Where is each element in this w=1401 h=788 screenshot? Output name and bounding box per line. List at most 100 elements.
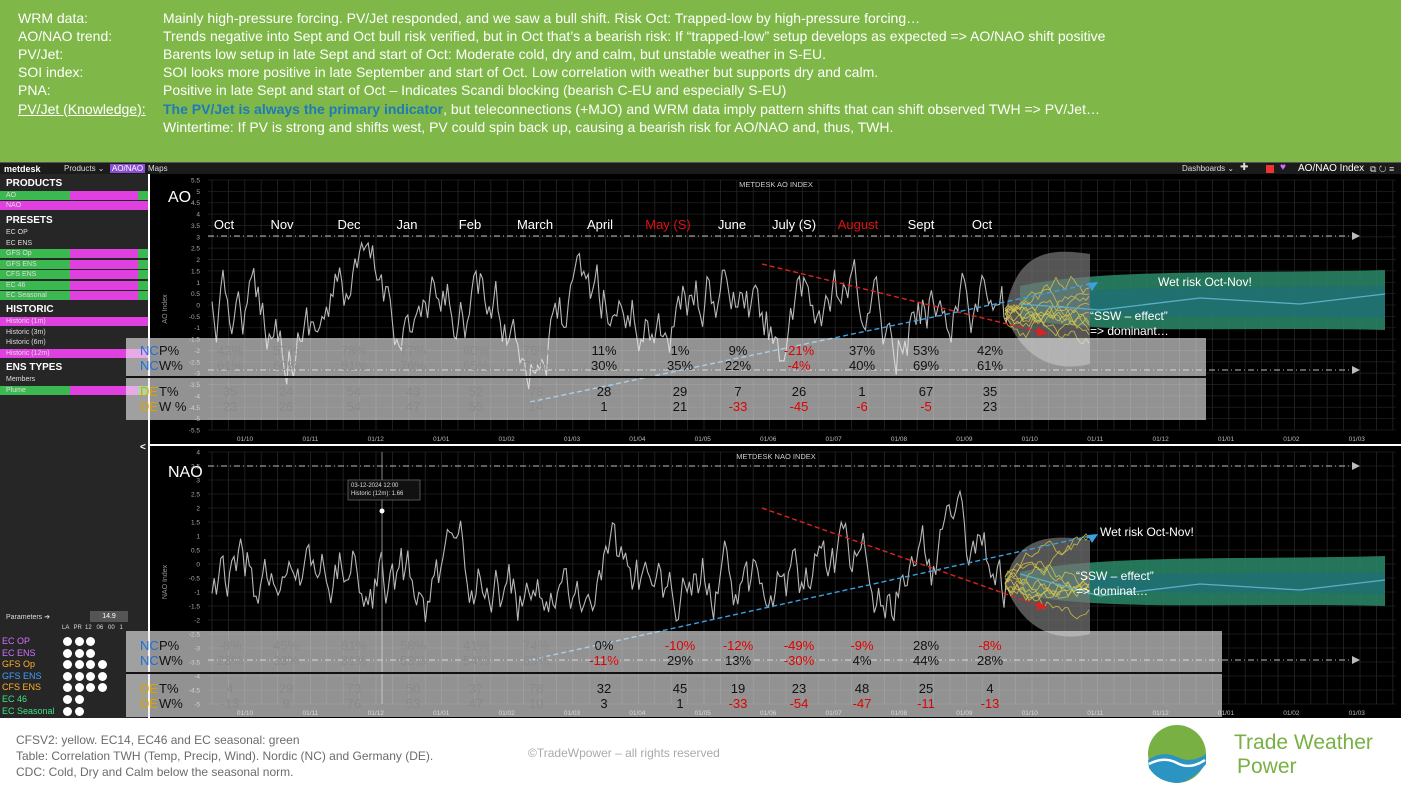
ens-title: ENS TYPES — [6, 362, 63, 373]
sidebar-item-toggle[interactable] — [70, 270, 138, 279]
sidebar-item-preset[interactable]: CFS ENS — [0, 270, 148, 279]
sidebar-item-historic[interactable]: Historic (12m) — [0, 348, 148, 358]
sidebar-item-nao[interactable]: NAO — [0, 201, 148, 210]
model-toggle-icon[interactable] — [74, 695, 84, 704]
y-tick-label: -5.5 — [189, 428, 201, 435]
row-region-code: DE — [140, 399, 159, 414]
heart-icon[interactable]: ♥ — [1280, 162, 1286, 173]
sidebar-item-preset[interactable]: EC OP — [0, 228, 148, 237]
model-toggle-icon[interactable] — [63, 637, 72, 646]
model-toggle-icon[interactable] — [74, 648, 84, 658]
model-toggle-icon[interactable] — [63, 660, 72, 670]
month-label: July (S) — [772, 217, 816, 232]
header-text-part: Trends negative into Sept and Oct bull r… — [163, 28, 1106, 45]
footer-line-1: CFSV2: yellow. EC14, EC46 and EC seasona… — [16, 733, 300, 747]
model-toggle-icon[interactable] — [97, 683, 107, 693]
table-cell: 26 — [791, 384, 807, 399]
grid-model-label: CFS ENS — [2, 682, 42, 693]
table-cell: 73 — [528, 384, 544, 399]
table-cell: 23 — [222, 399, 238, 414]
sidebar-item-preset[interactable]: EC ENS — [0, 238, 148, 248]
tooltip-box — [347, 479, 421, 501]
sidebar-item-toggle[interactable] — [70, 249, 138, 258]
model-toggle-icon[interactable] — [74, 660, 84, 670]
model-toggle-icon[interactable] — [74, 671, 84, 681]
table-cell: 76% — [522, 343, 550, 358]
table-cell: -45 — [789, 399, 809, 414]
metdesk-topbar: metdesk Products ⌄ AO/NAO Maps Dashboard… — [0, 162, 1401, 174]
add-icon[interactable]: ✚ — [1240, 162, 1249, 173]
model-toggle-icon[interactable] — [63, 706, 72, 716]
table-cell: 81% — [340, 358, 368, 373]
sidebar-item-preset[interactable]: GFS ENS — [0, 259, 148, 269]
model-toggle-icon[interactable] — [86, 660, 95, 670]
sidebar-item-historic[interactable]: Historic (3m) — [0, 327, 148, 337]
sidebar-item-toggle[interactable] — [70, 191, 138, 200]
window-controls-icon[interactable]: ⧉ ↻ ≡ — [1370, 164, 1395, 174]
table-cell: 41% — [462, 638, 490, 653]
sidebar-item-toggle[interactable] — [70, 386, 138, 395]
model-toggle-icon[interactable] — [86, 683, 95, 693]
table-cell: 14 — [528, 399, 544, 414]
sidebar-item-preset[interactable]: GFS Op — [0, 249, 148, 258]
model-toggle-icon[interactable] — [63, 683, 72, 693]
sidebar-item-historic[interactable]: Historic (6m) — [0, 338, 148, 347]
header-text-part: The PV/Jet is always the primary indicat… — [163, 100, 444, 117]
table-cell: 1 — [600, 399, 608, 414]
sidebar-item-toggle[interactable] — [70, 280, 138, 290]
model-toggle-icon[interactable] — [97, 671, 107, 681]
table-cell: 30% — [590, 358, 618, 373]
trend-arrow-blue — [529, 283, 1091, 403]
model-toggle-icon[interactable] — [63, 695, 72, 704]
collapse-sidebar-icon[interactable]: < — [140, 442, 146, 453]
model-toggle-icon[interactable] — [63, 648, 72, 658]
table-cell: 40% — [848, 358, 876, 373]
parameters-value[interactable]: 14.9 — [90, 611, 128, 622]
table-cell: 81% — [340, 638, 368, 653]
sidebar-item-members[interactable]: Members — [0, 375, 148, 384]
dashboards-menu[interactable]: Dashboards ⌄ — [1182, 164, 1235, 173]
alert-icon[interactable] — [1266, 165, 1274, 173]
model-toggle-icon[interactable] — [97, 660, 107, 670]
table-cell: 25 — [918, 681, 934, 696]
sidebar-item-label: Historic (12m) — [6, 349, 50, 357]
table-cell: 45% — [272, 638, 300, 653]
model-toggle-icon[interactable] — [74, 683, 84, 693]
sidebar-item-toggle[interactable] — [70, 291, 138, 300]
table-cell: 9% — [728, 343, 748, 358]
row-variable: P% — [159, 343, 180, 358]
cfs-member-line — [1004, 535, 1090, 584]
table-cell: 45 — [672, 681, 688, 696]
model-toggle-icon[interactable] — [74, 706, 84, 716]
row-variable: W% — [159, 358, 183, 373]
header-row-value: Trends negative into Sept and Oct bull r… — [163, 28, 1105, 44]
products-menu[interactable]: Products ⌄ — [64, 164, 105, 173]
sidebar-item-label: EC 46 — [6, 281, 26, 289]
model-toggle-icon[interactable] — [74, 637, 84, 646]
x-tick-label: 01/06 — [760, 436, 777, 443]
sidebar-item-preset[interactable]: EC 46 — [0, 280, 148, 290]
metdesk-logo[interactable]: metdesk — [4, 164, 41, 174]
tab-ao-nao[interactable]: AO/NAO — [110, 164, 146, 173]
chart-title: METDESK AO INDEX — [739, 180, 813, 189]
sidebar-item-label: EC Seasonal — [6, 292, 47, 299]
cfs-member-line — [1004, 575, 1090, 620]
header-row-value: SOI looks more positive in late Septembe… — [163, 64, 878, 80]
sidebar-item-historic[interactable]: Historic (1m) — [0, 317, 148, 326]
table-cell: 73 — [346, 681, 362, 696]
model-toggle-icon[interactable] — [86, 637, 95, 646]
tab-maps[interactable]: Maps — [148, 164, 168, 173]
table-cell: 67 — [918, 384, 934, 399]
model-toggle-icon[interactable] — [86, 671, 95, 681]
sidebar-item-preset[interactable]: EC Seasonal — [0, 291, 148, 300]
wet-risk-note: Wet risk Oct-Nov! — [1100, 525, 1194, 539]
y-tick-label: 2 — [196, 257, 200, 264]
sidebar-item-plume[interactable]: Plume — [0, 386, 148, 395]
model-toggle-icon[interactable] — [63, 671, 72, 681]
sidebar-item-ao[interactable]: AO — [0, 191, 148, 200]
table-cell: 44% — [912, 653, 940, 668]
sidebar-item-toggle[interactable] — [70, 259, 138, 269]
trend-arrow-red — [761, 507, 1041, 607]
model-toggle-icon[interactable] — [86, 648, 95, 658]
table-cell: 42% — [216, 343, 244, 358]
